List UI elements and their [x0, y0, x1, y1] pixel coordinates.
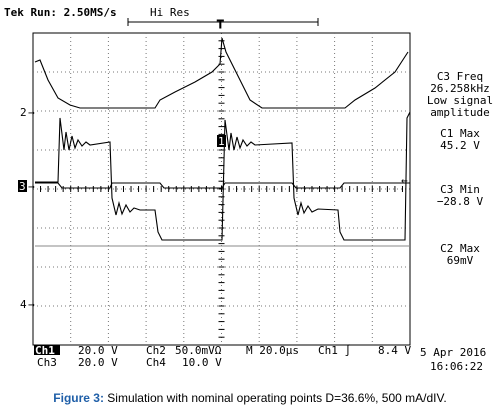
measurement-line: 26.258kHz: [430, 82, 490, 95]
marker-4: 4: [20, 298, 27, 311]
measurement-line: amplitude: [430, 106, 490, 119]
ch1-label: Ch1: [35, 344, 55, 357]
marker-1: 1: [218, 135, 225, 148]
trigger: Ch1 ∫: [318, 344, 351, 357]
measurement-line: Low signal: [427, 94, 493, 107]
arrow: →: [28, 298, 35, 311]
ch3-label: Ch3: [37, 356, 57, 369]
top-bar: T: [127, 18, 319, 32]
trace-c1: [34, 37, 409, 109]
status: Tek Run: 2.50MS/s: [4, 6, 117, 19]
marker-3-box: [18, 180, 27, 192]
measurement-line: −28.8 V: [437, 195, 484, 208]
caption-label: Figure 3:: [53, 391, 104, 405]
trace-c3: [35, 182, 410, 189]
ch4-label: Ch4: [146, 356, 166, 369]
caption: Figure 3: Simulation with nominal operat…: [53, 391, 446, 405]
measurement-line: C3 Freq: [437, 70, 483, 83]
arrow: ←: [401, 174, 408, 187]
measurement-line: C2 Max: [440, 242, 480, 255]
date: 5 Apr 2016: [420, 346, 486, 359]
level: 8.4 V: [378, 344, 411, 357]
caption-text: Simulation with nominal operating points…: [104, 391, 447, 405]
footer: Ch1 20.0 V Ch2 50.0mVΩ M 20.0µs Ch1 ∫ 8.…: [34, 344, 486, 373]
measurement-line: C3 Min: [440, 183, 480, 196]
clock: 16:06:22: [430, 360, 483, 373]
ch2-label: Ch2: [146, 344, 166, 357]
timebase: M 20.0µs: [246, 344, 299, 357]
mode: Hi Res: [150, 6, 190, 19]
waveforms: [34, 37, 411, 247]
ch3-scale: 20.0 V: [78, 356, 118, 369]
arrow: →: [28, 106, 35, 119]
measurement-line: C1 Max: [440, 127, 480, 140]
arrow: →: [28, 180, 35, 193]
measurement-line: 69mV: [447, 254, 474, 267]
marker-2: 2: [20, 106, 27, 119]
measurement-line: 45.2 V: [440, 139, 480, 152]
marker-1-box: [217, 135, 226, 147]
ch4-scale: 10.0 V: [182, 356, 222, 369]
trace-c2: [35, 111, 411, 241]
marker-3: 3: [19, 180, 26, 193]
ch2-scale: 50.0mVΩ: [175, 344, 222, 357]
svg-text:T: T: [217, 18, 224, 31]
graticule: [32, 32, 411, 346]
ch1-scale: 20.0 V: [78, 344, 118, 357]
